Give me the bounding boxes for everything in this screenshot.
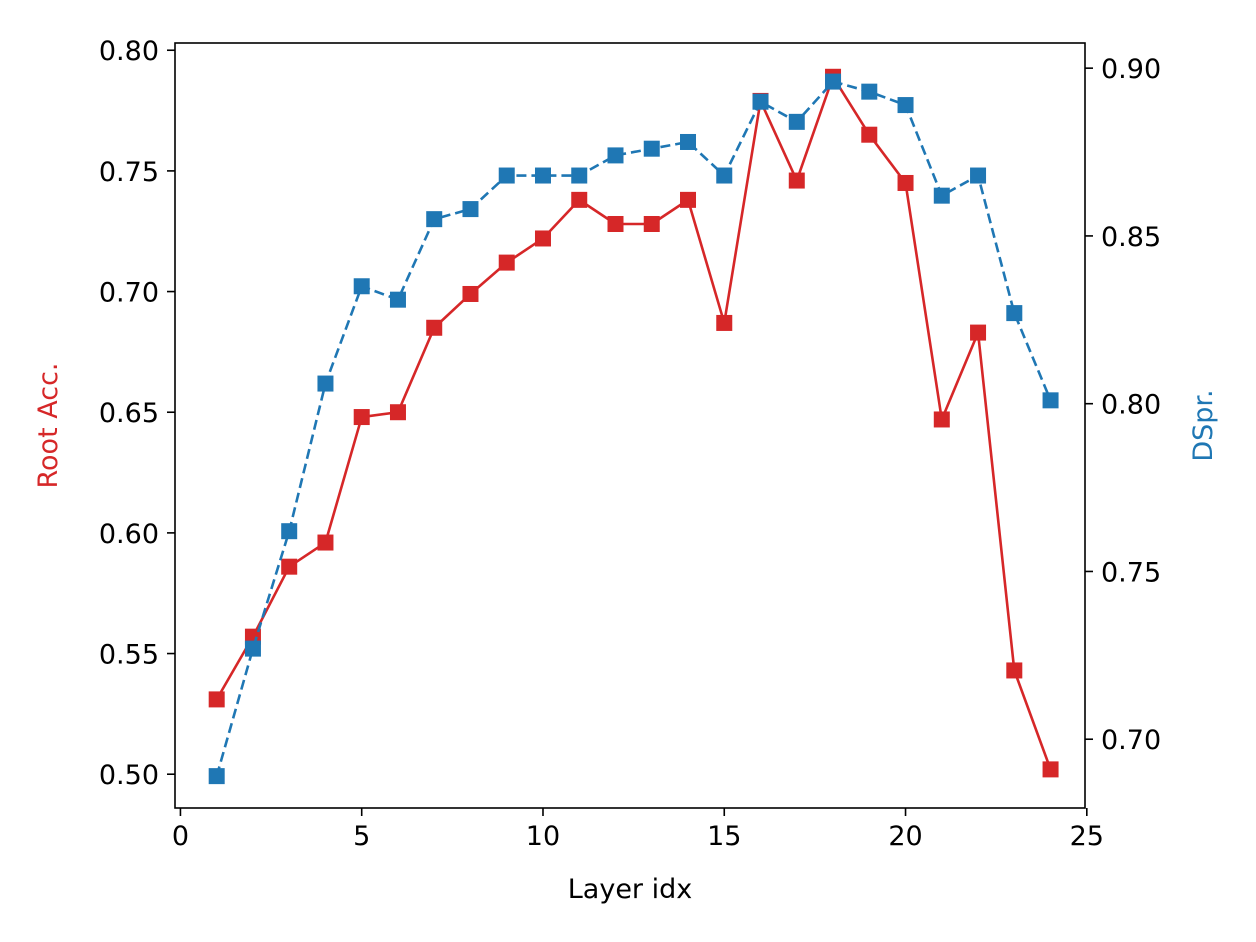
x-axis-title: Layer idx [568,874,693,905]
left-y-tick-label: 0.55 [99,640,159,671]
dspr-point [680,133,697,150]
dspr-point [716,167,733,184]
right-y-axis-title: DSpr. [1188,389,1219,461]
x-tick-label: 0 [172,821,189,852]
root-acc-point [462,285,479,302]
root-acc-point [788,172,805,189]
dspr-point [317,375,334,392]
root-acc-point [317,534,334,551]
root-acc-point [389,404,406,421]
root-acc-point [716,314,733,331]
left-y-tick-label: 0.70 [99,278,159,309]
left-y-tick-label: 0.80 [99,36,159,67]
left-y-tick-label: 0.75 [99,157,159,188]
x-axis: 0 5 10 15 20 25 [172,808,1104,852]
root-acc-point [933,411,950,428]
root-acc-point [534,230,551,247]
root-acc-point [897,174,914,191]
dspr-point [498,167,515,184]
x-tick-label: 20 [888,821,922,852]
left-y-axis: 0.50 0.55 0.60 0.65 0.70 0.75 0.80 [99,36,175,791]
left-y-tick-label: 0.65 [99,398,159,429]
root-acc-series-line [215,75,1052,770]
plot-frame [174,42,1086,809]
root-acc-point [281,558,298,575]
dspr-point [1006,305,1023,322]
dspr-point [571,167,588,184]
dspr-point [353,278,370,295]
x-tick-label: 15 [707,821,741,852]
left-y-tick-label: 0.60 [99,519,159,550]
dspr-point [462,201,479,218]
dspr-point [861,83,878,100]
right-y-tick-label: 0.75 [1101,557,1161,588]
dspr-point [752,93,769,110]
left-y-axis-title: Root Acc. [33,362,64,488]
dspr-point [897,97,914,114]
dspr-point [244,640,261,657]
root-acc-point [571,191,588,208]
root-acc-point [861,126,878,143]
plot-content [208,68,1059,785]
dspr-point [607,147,624,164]
dspr-point [788,113,805,130]
x-tick-label: 10 [526,821,560,852]
right-y-tick-label: 0.90 [1101,54,1161,85]
dspr-point [643,140,660,157]
dspr-point [970,167,987,184]
right-y-tick-label: 0.70 [1101,725,1161,756]
dspr-series-line [215,80,1052,777]
root-acc-point [680,191,697,208]
root-acc-point [498,254,515,271]
x-tick-label: 5 [353,821,370,852]
dspr-point [389,291,406,308]
right-y-axis: 0.70 0.75 0.80 0.85 0.90 [1085,54,1161,756]
root-acc-point [426,319,443,336]
dspr-point [1042,392,1059,409]
right-y-tick-label: 0.85 [1101,222,1161,253]
dspr-point [281,523,298,540]
left-y-tick-label: 0.50 [99,760,159,791]
dspr-point [208,768,225,785]
root-acc-point [1006,662,1023,679]
dspr-point [825,73,842,90]
root-acc-point [353,409,370,426]
dspr-point [426,211,443,228]
dspr-point [534,167,551,184]
root-acc-point [607,215,624,232]
root-acc-point [1042,761,1059,778]
dspr-point [933,187,950,204]
root-acc-point [643,215,660,232]
right-y-tick-label: 0.80 [1101,390,1161,421]
root-acc-point [970,324,987,341]
root-acc-point [208,691,225,708]
x-tick-label: 25 [1070,821,1104,852]
